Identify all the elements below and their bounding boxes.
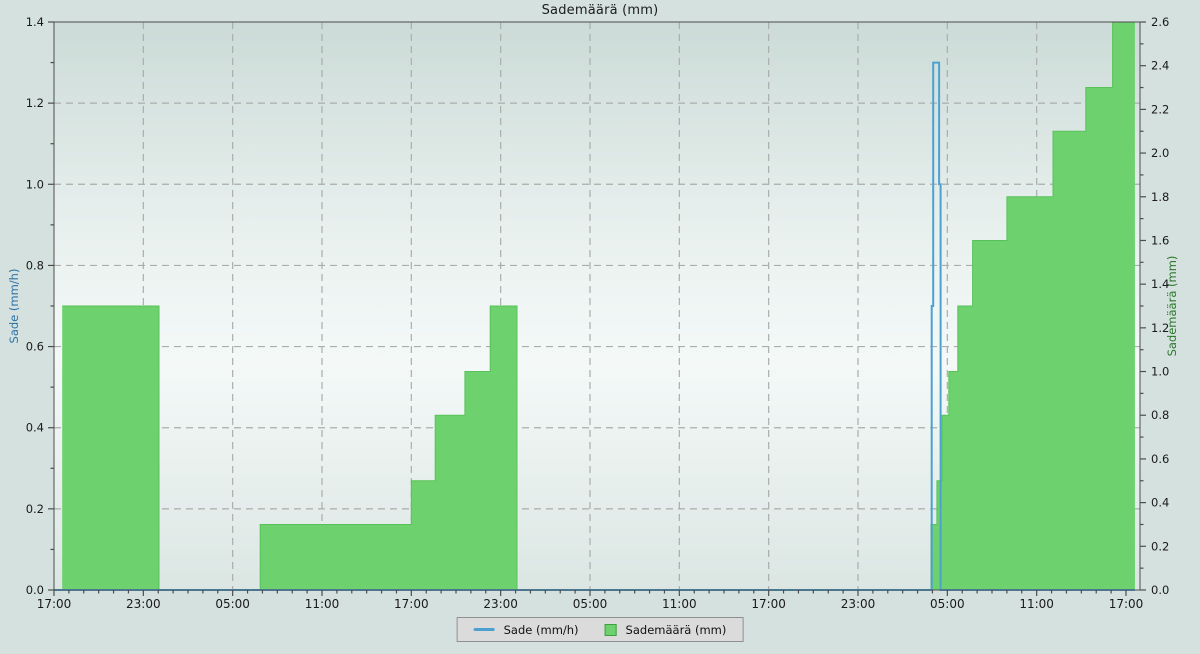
svg-text:05:00: 05:00 [930, 597, 965, 611]
svg-text:23:00: 23:00 [841, 597, 876, 611]
svg-text:23:00: 23:00 [126, 597, 161, 611]
svg-text:0.8: 0.8 [26, 258, 44, 272]
svg-text:1.4: 1.4 [1151, 277, 1169, 291]
legend-item-rain-rate: Sade (mm/h) [473, 622, 579, 637]
svg-text:0.0: 0.0 [26, 583, 44, 597]
svg-text:1.6: 1.6 [1151, 233, 1169, 247]
rain-amount-area-swatch [604, 623, 617, 636]
svg-text:2.2: 2.2 [1151, 102, 1169, 116]
svg-text:1.2: 1.2 [1151, 321, 1169, 335]
rain-rate-line-swatch [473, 628, 495, 631]
svg-text:0.4: 0.4 [1151, 496, 1169, 510]
svg-text:11:00: 11:00 [1019, 597, 1054, 611]
svg-text:1.0: 1.0 [1151, 365, 1169, 379]
rain-amount-outline [62, 21, 1135, 591]
svg-text:1.4: 1.4 [26, 15, 44, 29]
svg-text:1.8: 1.8 [1151, 190, 1169, 204]
svg-text:1.0: 1.0 [26, 177, 44, 191]
svg-text:0.0: 0.0 [1151, 583, 1169, 597]
svg-text:05:00: 05:00 [573, 597, 608, 611]
svg-text:0.6: 0.6 [1151, 452, 1169, 466]
svg-text:2.6: 2.6 [1151, 15, 1169, 29]
svg-text:1.2: 1.2 [26, 96, 44, 110]
svg-text:11:00: 11:00 [305, 597, 340, 611]
svg-text:0.2: 0.2 [26, 502, 44, 516]
legend-label-rain-amount: Sademäärä (mm) [625, 622, 727, 637]
chart-title: Sademäärä (mm) [541, 3, 659, 18]
svg-text:05:00: 05:00 [215, 597, 250, 611]
svg-text:0.4: 0.4 [26, 421, 44, 435]
svg-text:17:00: 17:00 [751, 597, 786, 611]
chart-legend: Sade (mm/h) Sademäärä (mm) [456, 617, 744, 642]
svg-text:0.8: 0.8 [1151, 408, 1169, 422]
tick-labels: 17:00 23:00 05:00 11:00 17:00 23:00 05:00 11:00… [26, 15, 1170, 611]
axis-ticks [48, 21, 1146, 596]
legend-label-rain-rate: Sade (mm/h) [503, 622, 579, 637]
svg-text:0.6: 0.6 [26, 340, 44, 354]
svg-text:23:00: 23:00 [483, 597, 518, 611]
legend-item-rain-amount: Sademäärä (mm) [604, 622, 727, 637]
svg-text:17:00: 17:00 [37, 597, 72, 611]
svg-text:0.2: 0.2 [1151, 539, 1169, 553]
svg-text:2.4: 2.4 [1151, 59, 1169, 73]
rain-amount-area [62, 22, 1135, 590]
svg-text:17:00: 17:00 [394, 597, 429, 611]
svg-text:17:00: 17:00 [1109, 597, 1144, 611]
svg-text:11:00: 11:00 [662, 597, 697, 611]
svg-text:2.0: 2.0 [1151, 146, 1169, 160]
rain-rate-line [54, 61, 1135, 591]
